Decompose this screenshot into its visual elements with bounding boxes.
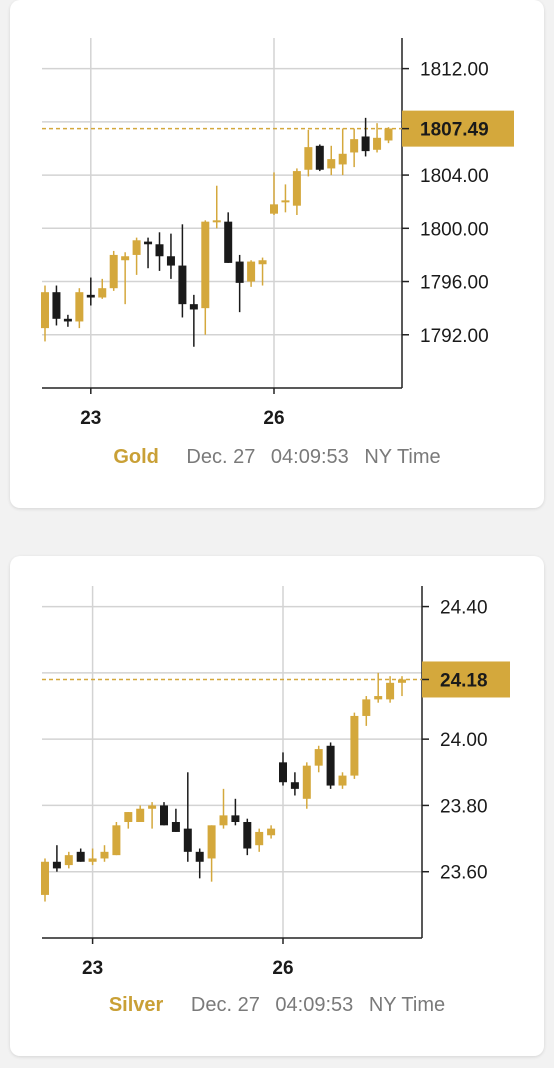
candle-body	[281, 200, 290, 203]
current-price-badge	[402, 110, 514, 147]
candle-body	[41, 861, 49, 895]
candle-body	[267, 828, 276, 836]
silver-time: 04:09:53	[275, 994, 354, 1016]
candle-body	[88, 858, 97, 862]
candle-body	[290, 782, 299, 789]
candle-body	[255, 831, 264, 846]
y-tick-label: 24.00	[440, 730, 488, 751]
candle-body	[373, 137, 382, 150]
y-tick-label: 24.40	[440, 598, 488, 619]
candle-body	[350, 715, 359, 776]
silver-card: 23.60 23.80 24.00 24.40 23 26 24.18 Silver Dec…	[10, 556, 544, 1056]
candle-body	[76, 851, 85, 862]
candle-body	[374, 696, 383, 700]
candle-body	[326, 745, 335, 786]
candle-body	[302, 765, 311, 799]
x-tick-label: 23	[82, 958, 103, 979]
candle-body	[270, 204, 278, 214]
candle-body	[279, 762, 287, 783]
candle-body	[398, 679, 406, 683]
candle-body	[219, 815, 228, 826]
candle-body	[86, 294, 95, 298]
candle-body	[144, 241, 153, 245]
candle-body	[171, 822, 180, 832]
silver-caption: Silver Dec. 27 04:09:53 NY Time	[10, 994, 544, 1017]
gold-caption: Gold Dec. 27 04:09:53 NY Time	[10, 446, 544, 469]
candle-body	[201, 221, 210, 309]
candle-body	[52, 861, 61, 869]
candle-body	[136, 808, 145, 822]
candle-body	[235, 261, 244, 283]
candle-body	[195, 851, 204, 862]
silver-label: Silver	[108, 994, 164, 1016]
gold-time: 04:09:53	[270, 446, 349, 468]
y-tick-label: 1804.00	[420, 166, 489, 187]
silver-candlestick-chart[interactable]: 23.60 23.80 24.00 24.40 23 26 24.18	[10, 556, 544, 986]
candle-body	[100, 851, 109, 859]
candle-body	[166, 256, 175, 266]
candle-body	[315, 145, 324, 170]
candle-body	[231, 815, 240, 822]
candle-body	[52, 292, 61, 319]
y-tick-label: 23.80	[440, 796, 488, 817]
candle-body	[75, 292, 84, 322]
y-tick-label: 1796.00	[420, 273, 489, 294]
candle-body	[292, 171, 301, 206]
candle-body	[155, 244, 164, 257]
candle-body	[304, 147, 313, 170]
gold-date: Dec. 27	[186, 446, 256, 468]
candle-body	[362, 699, 371, 716]
current-price-badge	[422, 661, 510, 698]
candle-body	[178, 265, 187, 305]
x-tick-label: 26	[263, 408, 284, 429]
candle-body	[148, 805, 157, 809]
candle-body	[350, 139, 359, 153]
candle-body	[384, 128, 393, 141]
silver-timezone: NY Time	[368, 994, 446, 1016]
candle-body	[247, 261, 256, 282]
candle-body	[160, 805, 168, 826]
candle-body	[338, 153, 347, 165]
candle-body	[109, 254, 118, 289]
candle-body	[112, 825, 121, 856]
candle-body	[207, 825, 216, 859]
candle-body	[63, 318, 72, 322]
candle-body	[361, 136, 370, 152]
y-tick-label: 1792.00	[420, 326, 489, 347]
silver-date: Dec. 27	[190, 994, 260, 1016]
current-price-label: 1807.49	[420, 120, 489, 141]
candle-body	[338, 775, 347, 786]
candle-body	[243, 822, 252, 849]
candle-body	[327, 159, 336, 169]
candle-body	[189, 304, 198, 310]
gold-candlestick-chart[interactable]: 1792.00 1796.00 1800.00 1804.00 1812.00 23 26 1…	[10, 0, 544, 440]
candle-body	[314, 749, 323, 766]
candle-body	[64, 855, 73, 866]
x-tick-label: 23	[80, 408, 101, 429]
y-tick-label: 23.60	[440, 863, 488, 884]
candle-body	[224, 221, 233, 263]
y-tick-label: 1800.00	[420, 219, 489, 240]
candle-body	[212, 220, 221, 223]
candle-body	[41, 292, 49, 329]
candle-body	[124, 812, 133, 822]
gold-label: Gold	[113, 446, 159, 468]
candle-body	[258, 260, 267, 265]
x-tick-label: 26	[272, 958, 293, 979]
candle-body	[132, 240, 141, 255]
gold-card: 1792.00 1796.00 1800.00 1804.00 1812.00 23 26 1…	[10, 0, 544, 508]
current-price-label: 24.18	[440, 670, 488, 691]
candle-body	[98, 288, 107, 298]
candle-body	[183, 828, 192, 852]
candle-body	[386, 682, 395, 700]
gold-timezone: NY Time	[364, 446, 441, 468]
candle-body	[121, 256, 130, 261]
y-tick-label: 1812.00	[420, 60, 489, 81]
